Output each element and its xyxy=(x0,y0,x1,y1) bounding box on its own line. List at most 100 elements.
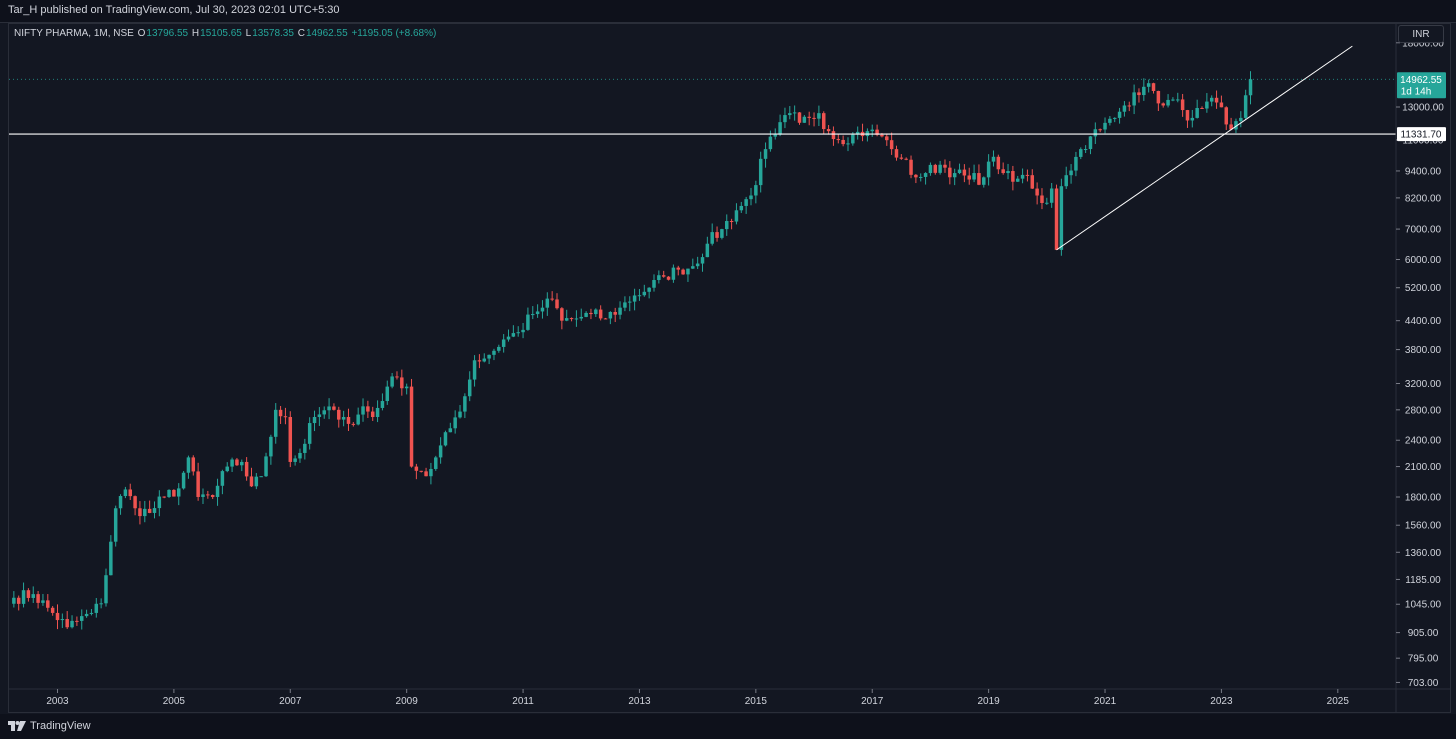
price-tick-label: 1045.00 xyxy=(1405,600,1442,611)
candle-body xyxy=(448,428,453,433)
time-axis[interactable]: 2003 2005 2007 2009 2011 2013 2015 2017 2019 2021… xyxy=(46,689,1349,707)
candle-body xyxy=(928,164,933,174)
candle-body xyxy=(1229,124,1233,130)
candle-body xyxy=(109,541,113,576)
candle-body xyxy=(1234,121,1238,130)
currency-button[interactable]: INR xyxy=(1398,25,1444,43)
candle-body xyxy=(788,113,792,116)
candle-body xyxy=(792,112,797,114)
candle-body xyxy=(531,314,535,316)
publish-bar: Tar_H published on TradingView.com, Jul … xyxy=(0,0,1456,23)
candle-body xyxy=(472,360,477,380)
candle-body xyxy=(1166,99,1170,106)
candle-body xyxy=(351,423,356,425)
candle-body xyxy=(138,508,142,517)
candle-body xyxy=(356,414,360,425)
candle-body xyxy=(458,411,462,418)
candle-body xyxy=(1049,188,1054,203)
candle-body xyxy=(1011,171,1015,182)
tradingview-logo[interactable]: TradingView xyxy=(8,719,91,733)
candle-body xyxy=(1151,83,1156,91)
candle-body xyxy=(511,333,516,337)
candle-body xyxy=(1064,175,1068,187)
candle-body xyxy=(506,336,511,340)
candle-body xyxy=(744,199,748,206)
candle-body xyxy=(526,314,530,330)
candle-body xyxy=(244,461,249,477)
candle-body xyxy=(739,205,744,211)
candle-body xyxy=(1156,90,1161,104)
price-tick-label: 7000.00 xyxy=(1405,225,1442,236)
candle-body xyxy=(637,295,642,297)
candle-body xyxy=(1088,136,1093,150)
candle-body xyxy=(196,471,200,497)
candle-body xyxy=(113,508,118,542)
candle-body xyxy=(1074,156,1078,171)
hline-label-bg xyxy=(1397,127,1446,142)
candle-body xyxy=(802,116,807,123)
candle-body xyxy=(50,607,55,613)
candle-body xyxy=(754,185,758,196)
candle-body xyxy=(26,590,31,598)
candle-body xyxy=(841,139,845,145)
candle-body xyxy=(1059,186,1064,250)
candle-body xyxy=(269,436,273,457)
candle-body xyxy=(176,488,181,497)
candle-body xyxy=(826,129,831,132)
candle-body xyxy=(647,287,651,292)
candle-body xyxy=(666,276,671,280)
candle-body xyxy=(720,229,724,238)
candle-body xyxy=(710,232,714,244)
price-tick-label: 6000.00 xyxy=(1405,255,1442,266)
chart-pane[interactable] xyxy=(8,23,1451,713)
candle-body xyxy=(550,298,554,300)
candle-body xyxy=(1219,102,1224,108)
candle-body xyxy=(1025,174,1030,176)
candle-body xyxy=(632,295,637,302)
price-tick-label: 703.00 xyxy=(1408,678,1439,689)
candle-body xyxy=(70,620,74,628)
candle-body xyxy=(715,232,719,238)
candle-body xyxy=(598,309,603,319)
candle-body xyxy=(225,466,229,472)
trend-line[interactable] xyxy=(1056,45,1353,251)
candle-body xyxy=(962,169,967,176)
hline-price-label: 11331.70 xyxy=(1401,130,1442,141)
candle-body xyxy=(807,116,811,118)
candle-body xyxy=(952,173,957,178)
candle-body xyxy=(821,113,826,130)
candle-body xyxy=(1132,92,1136,106)
candle-body xyxy=(982,177,986,185)
candle-body xyxy=(283,416,288,418)
candle-body xyxy=(1195,107,1199,118)
candle-body xyxy=(75,620,79,622)
candle-body xyxy=(341,417,346,420)
candle-body xyxy=(938,164,942,173)
candle-body xyxy=(783,115,787,123)
candle-body xyxy=(1103,122,1107,130)
candle-body xyxy=(181,472,186,489)
candle-body xyxy=(909,159,913,175)
candle-body xyxy=(642,291,647,296)
price-tick-label: 8200.00 xyxy=(1405,193,1442,204)
candle-body xyxy=(574,318,579,320)
candle-body xyxy=(332,406,336,410)
price-tick-label: 3800.00 xyxy=(1405,345,1442,356)
candle-body xyxy=(273,409,278,437)
legend-open-label: O xyxy=(137,28,146,39)
candle-body xyxy=(152,508,157,513)
candle-body xyxy=(482,358,487,362)
candle-body xyxy=(201,494,205,497)
candle-body xyxy=(943,164,947,168)
candle-body xyxy=(914,174,918,178)
candle-body xyxy=(870,129,874,132)
candle-body xyxy=(1214,97,1219,103)
candle-body xyxy=(889,140,894,150)
candle-body xyxy=(1190,117,1195,121)
candle-body xyxy=(1180,99,1185,111)
candle-body xyxy=(535,311,540,315)
candle-body xyxy=(230,459,234,467)
candle-body xyxy=(12,597,16,604)
price-tick-label: 4400.00 xyxy=(1405,316,1442,327)
